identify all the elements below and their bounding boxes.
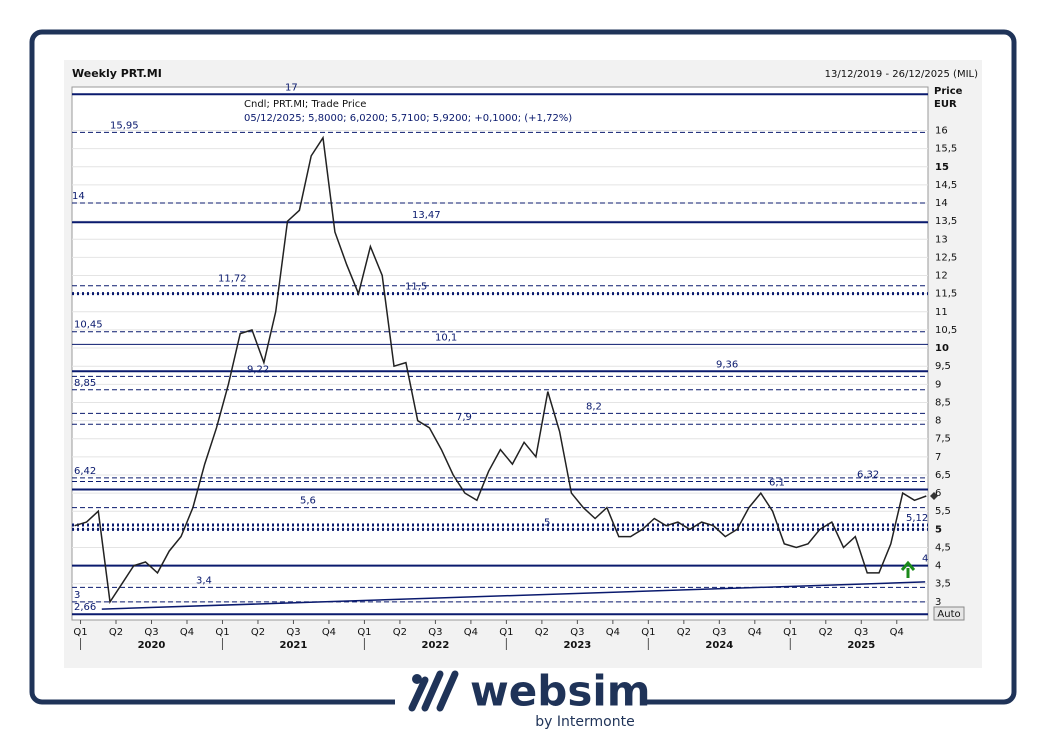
x-tick-label: Q2 (677, 627, 691, 638)
x-tick-label: Q4 (322, 627, 336, 638)
y-tick-label: 6,5 (935, 470, 951, 481)
level-label: 11,5 (405, 282, 427, 293)
x-tick-label: Q3 (144, 627, 158, 638)
level-label: 6,42 (74, 466, 96, 477)
level-label: 5 (544, 517, 550, 528)
axis-title: Price (934, 86, 963, 97)
x-tick-label: Q3 (570, 627, 584, 638)
level-label: 13,47 (412, 210, 441, 221)
chart: 3 3,5 4 4,5 5 5,5 6 6,5 7 7,5 8 8,5 9 9,5 10 10,5 11 11,5… (72, 82, 957, 651)
x-tick-label: Q1 (73, 627, 87, 638)
chart-title: Weekly PRT.MI (72, 67, 162, 80)
y-tick-label: 14 (935, 198, 948, 209)
auto-button-label[interactable]: Auto (937, 609, 960, 620)
level-label: 17 (285, 82, 298, 93)
level-label: 4 (922, 554, 928, 565)
level-label: 3,4 (196, 575, 212, 586)
year-label: 2023 (563, 640, 591, 651)
x-tick-label: Q2 (393, 627, 407, 638)
logo-tagline: by Intermonte (535, 714, 634, 730)
y-tick-label: 5,5 (935, 506, 951, 517)
y-tick-label: 12 (935, 271, 948, 282)
logo-dot (412, 674, 422, 684)
x-tick-label: Q1 (783, 627, 797, 638)
level-label: 9,36 (716, 359, 738, 370)
logo-mark (408, 670, 459, 712)
x-tick-label: Q3 (428, 627, 442, 638)
level-label: 14 (72, 191, 85, 202)
y-tick-label: 15,5 (935, 144, 957, 155)
level-label: 9,22 (247, 364, 269, 375)
last-price-marker (930, 491, 938, 500)
period: 13/12/2019 - 26/12/2025 (MIL) (825, 69, 978, 80)
level-label: 5,12 (906, 513, 928, 524)
x-tick-label: Q1 (215, 627, 229, 638)
level-label: 3 (74, 590, 80, 601)
y-tick-label: 8,5 (935, 397, 951, 408)
level-label: 2,66 (74, 602, 96, 613)
y-tick-label: 6 (935, 488, 941, 499)
x-tick-label: Q1 (641, 627, 655, 638)
y-tick-label: 3,5 (935, 579, 951, 590)
x-tick-label: Q4 (606, 627, 620, 638)
x-tick-label: Q4 (748, 627, 762, 638)
x-tick-label: Q2 (819, 627, 833, 638)
x-tick-label: Q4 (464, 627, 478, 638)
y-tick-label: 15 (935, 162, 949, 173)
level-label: 5,6 (300, 496, 316, 507)
level-label: 6,1 (769, 477, 785, 488)
axis-unit: EUR (934, 99, 957, 110)
x-tick-label: Q1 (357, 627, 371, 638)
level-label: 10,1 (435, 332, 457, 343)
plot-area (71, 86, 929, 621)
y-tick-label: 4,5 (935, 542, 951, 553)
level-label: 7,9 (456, 412, 472, 423)
x-tick-label: Q4 (890, 627, 904, 638)
y-tick-label: 14,5 (935, 180, 957, 191)
year-label: 2022 (421, 640, 449, 651)
level-label: 6,32 (857, 469, 879, 480)
y-tick-label: 8 (935, 416, 941, 427)
x-tick-label: Q1 (499, 627, 513, 638)
year-label: 2024 (705, 640, 733, 651)
y-tick-label: 12,5 (935, 252, 957, 263)
year-label: 2020 (138, 640, 166, 651)
legend-line: 05/12/2025; 5,8000; 6,0200; 5,7100; 5,92… (244, 113, 572, 124)
logo-name: websim (470, 667, 651, 716)
y-tick-label: 11,5 (935, 289, 957, 300)
y-tick-label: 10 (935, 343, 949, 354)
y-tick-label: 7,5 (935, 434, 951, 445)
auto-button[interactable] (933, 606, 965, 621)
y-tick-label: 16 (935, 126, 948, 137)
level-label: 15,95 (110, 120, 139, 131)
x-tick-label: Q3 (712, 627, 726, 638)
level-label: 11,72 (218, 274, 247, 285)
y-tick-label: 13,5 (935, 216, 957, 227)
x-tick-label: Q2 (535, 627, 549, 638)
year-label: 2021 (280, 640, 308, 651)
x-tick-label: Q4 (180, 627, 194, 638)
level-label: 8,85 (74, 378, 96, 389)
arrow-icon (900, 560, 916, 578)
y-tick-label: 9,5 (935, 361, 951, 372)
x-tick-label: Q2 (251, 627, 265, 638)
y-tick-label: 4 (935, 561, 941, 572)
y-tick-label: 9 (935, 379, 941, 390)
year-label: 2025 (847, 640, 875, 651)
price-line (74, 135, 927, 604)
y-tick-label: 5 (935, 524, 942, 535)
level-label: 10,45 (74, 320, 103, 331)
y-tick-label: 13 (935, 234, 948, 245)
x-tick-label: Q3 (286, 627, 300, 638)
trendline (101, 581, 926, 610)
x-tick-label: Q2 (109, 627, 123, 638)
y-tick-label: 10,5 (935, 325, 957, 336)
legend-line: Cndl; PRT.MI; Trade Price (244, 99, 366, 110)
y-tick-label: 7 (935, 452, 941, 463)
x-tick-label: Q3 (854, 627, 868, 638)
y-tick-label: 3 (935, 597, 941, 608)
y-tick-label: 11 (935, 307, 948, 318)
level-label: 8,2 (586, 401, 602, 412)
